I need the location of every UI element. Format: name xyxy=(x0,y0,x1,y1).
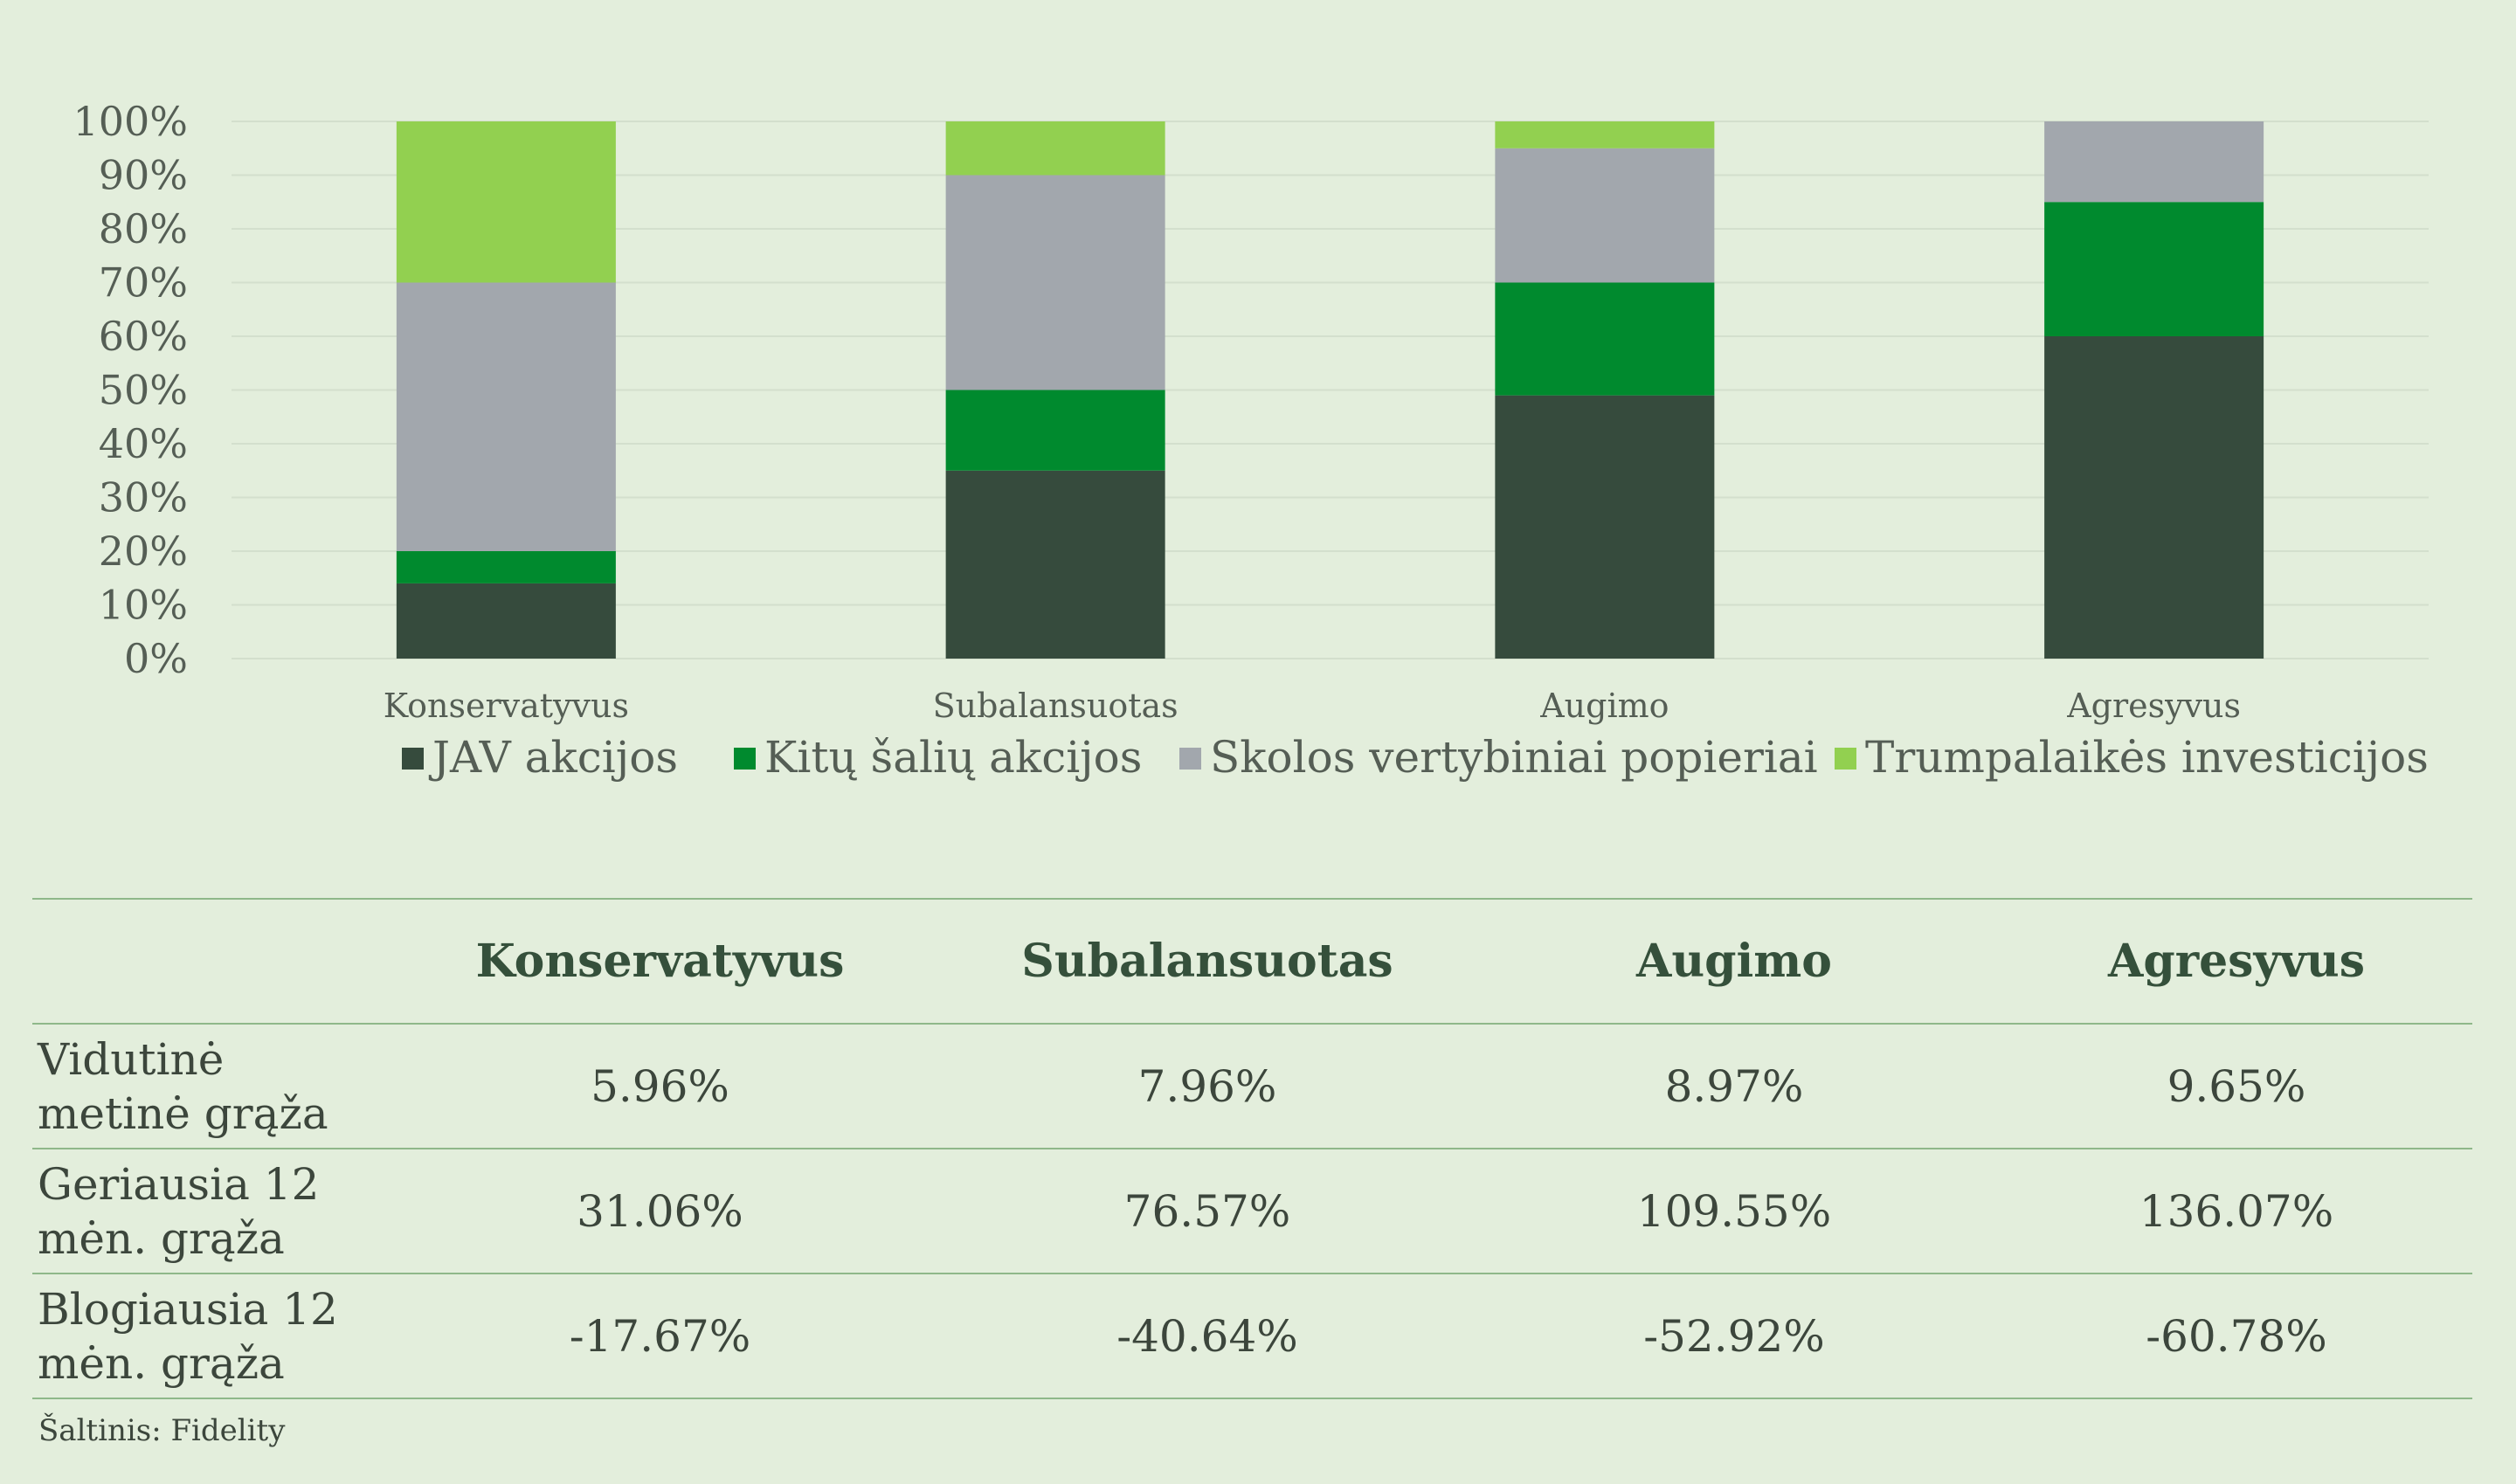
chart-legend: JAV akcijos Kitų šalių akcijos Skolos vert… xyxy=(402,732,2429,783)
legend-label: Skolos vertybiniai popieriai xyxy=(1210,732,1818,783)
y-axis-ticks: 0% 10% 20% 30% 40% 50% 60% 70% 80% 90% 100% xyxy=(73,98,188,682)
y-tick-label: 60% xyxy=(99,313,188,360)
table-header-konservatyvus: Konservatyvus xyxy=(373,898,947,1024)
bar-segment xyxy=(2044,336,2264,659)
row-label-line: metinė grąža xyxy=(38,1087,328,1139)
table-cell: 109.55% xyxy=(1468,1148,2001,1273)
bar-segment xyxy=(945,121,1165,176)
table-header-empty xyxy=(32,898,373,1024)
y-tick-label: 90% xyxy=(99,152,188,199)
bar-segment xyxy=(396,121,616,283)
y-tick-label: 0% xyxy=(124,635,188,682)
bar-segment xyxy=(396,282,616,551)
row-label-line: mėn. grąža xyxy=(38,1337,285,1389)
row-label-line: Geriausia 12 xyxy=(38,1158,320,1210)
y-tick-label: 80% xyxy=(99,205,188,252)
x-tick-label: Agresyvus xyxy=(2066,687,2241,725)
table-cell: -40.64% xyxy=(947,1273,1468,1399)
table-cell: 8.97% xyxy=(1468,1023,2001,1149)
returns-table: Konservatyvus Subalansuotas Augimo Agres… xyxy=(32,898,2472,1399)
bar-segment xyxy=(1495,121,1715,148)
bar-segment xyxy=(396,583,616,659)
table-cell: -60.78% xyxy=(2001,1273,2472,1399)
legend-label: Trumpalaikės investicijos xyxy=(1865,732,2429,783)
row-label: Blogiausia 12 mėn. grąža xyxy=(32,1273,373,1399)
y-tick-label: 100% xyxy=(73,98,188,145)
source-note: Šaltinis: Fidelity xyxy=(38,1413,286,1448)
row-label: Vidutinė metinė grąža xyxy=(32,1023,373,1149)
bar-segment xyxy=(1495,282,1715,396)
legend-label: JAV akcijos xyxy=(428,732,678,783)
row-label-line: Blogiausia 12 xyxy=(38,1283,338,1335)
table-cell: 5.96% xyxy=(373,1023,947,1149)
bar-segment xyxy=(2044,121,2264,203)
table-header-agresyvus: Agresyvus xyxy=(2001,898,2472,1024)
bar-segment xyxy=(1495,395,1715,659)
y-tick-label: 70% xyxy=(99,259,188,307)
x-tick-label: Augimo xyxy=(1539,687,1669,725)
bar-segment xyxy=(945,470,1165,659)
bar-segment xyxy=(945,175,1165,390)
stacked-bar-chart: 0% 10% 20% 30% 40% 50% 60% 70% 80% 90% 100% Konser… xyxy=(73,98,2429,783)
table-cell: -52.92% xyxy=(1468,1273,2001,1399)
row-label-line: Vidutinė xyxy=(38,1033,225,1085)
y-tick-label: 30% xyxy=(99,474,188,521)
legend-swatch xyxy=(402,748,424,770)
legend-label: Kitų šalių akcijos xyxy=(764,732,1142,783)
y-tick-label: 20% xyxy=(99,528,188,575)
y-tick-label: 50% xyxy=(99,367,188,414)
legend-swatch xyxy=(734,748,756,770)
table-row: Geriausia 12 mėn. grąža 31.06% 76.57% 109… xyxy=(32,1148,2472,1273)
row-label-line: mėn. grąža xyxy=(38,1212,285,1264)
y-tick-label: 40% xyxy=(99,420,188,467)
table-cell: 31.06% xyxy=(373,1148,947,1273)
bar-segment xyxy=(396,551,616,583)
table-row: Blogiausia 12 mėn. grąža -17.67% -40.64% … xyxy=(32,1273,2472,1399)
x-tick-label: Konservatyvus xyxy=(384,687,629,725)
table-cell: 76.57% xyxy=(947,1148,1468,1273)
table-header-subalansuotas: Subalansuotas xyxy=(947,898,1468,1024)
table-cell: 136.07% xyxy=(2001,1148,2472,1273)
bar-segment xyxy=(2044,202,2264,336)
legend-swatch xyxy=(1179,748,1201,770)
legend-swatch xyxy=(1835,748,1856,770)
x-tick-label: Subalansuotas xyxy=(933,687,1179,725)
bar-segment xyxy=(945,390,1165,471)
table-cell: 7.96% xyxy=(947,1023,1468,1149)
table-cell: -17.67% xyxy=(373,1273,947,1399)
bar-segment xyxy=(1495,148,1715,283)
chart-bars xyxy=(396,121,2264,659)
table-header-row: Konservatyvus Subalansuotas Augimo Agres… xyxy=(32,898,2472,1024)
table-cell: 9.65% xyxy=(2001,1023,2472,1149)
row-label: Geriausia 12 mėn. grąža xyxy=(32,1148,373,1273)
x-axis-ticks: Konservatyvus Subalansuotas Augimo Agresyvu… xyxy=(384,687,2241,725)
table-header-augimo: Augimo xyxy=(1468,898,2001,1024)
table-row: Vidutinė metinė grąža 5.96% 7.96% 8.97% 9… xyxy=(32,1023,2472,1149)
y-tick-label: 10% xyxy=(99,582,188,629)
